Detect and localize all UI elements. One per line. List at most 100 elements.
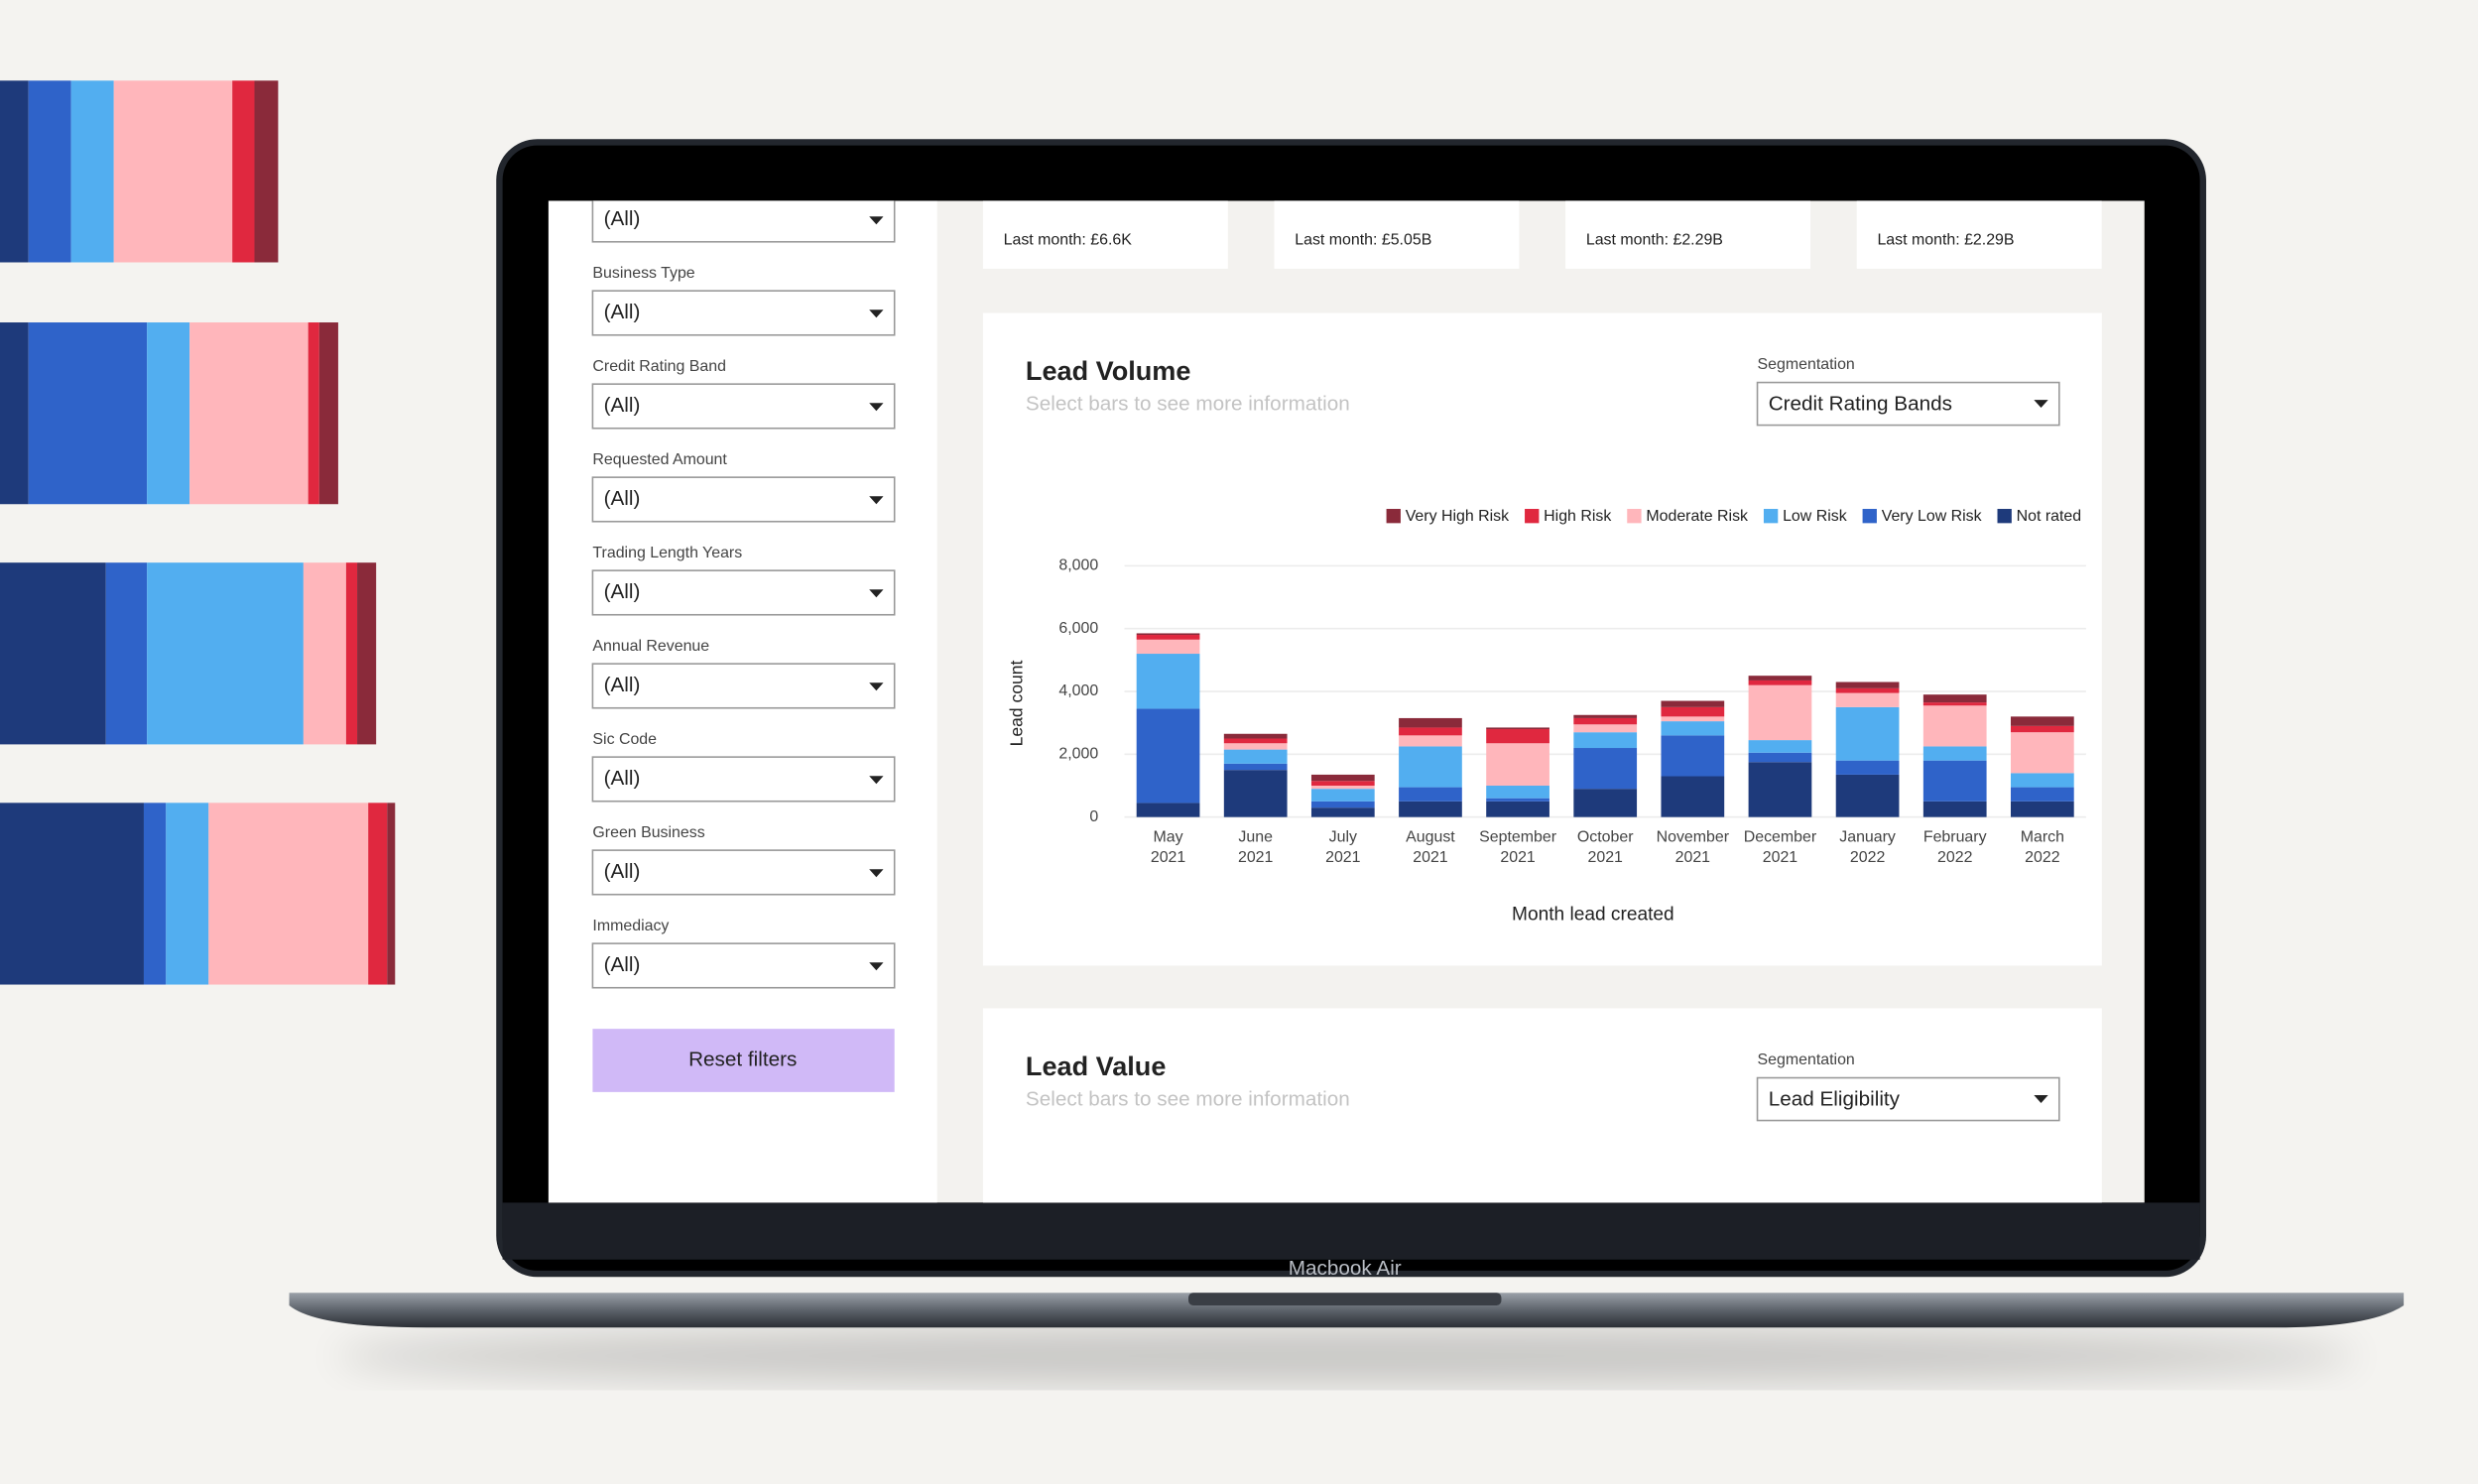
bar-segment[interactable] (1223, 749, 1288, 764)
bar-segment[interactable] (1573, 732, 1638, 749)
bar-segment[interactable] (1922, 801, 1987, 817)
bar-segment[interactable] (1661, 776, 1725, 817)
reset-button[interactable] (592, 1029, 895, 1092)
card-text: Last month: £2.29B (1877, 231, 2014, 248)
bar-segment[interactable] (1486, 801, 1549, 817)
bar-segment[interactable] (1661, 721, 1725, 736)
reset-label[interactable]: Reset filters (688, 1048, 797, 1070)
bar-segment[interactable] (1661, 716, 1725, 722)
bar-segment[interactable] (2010, 716, 2074, 726)
bar-segment[interactable] (1399, 727, 1462, 736)
bar-segment[interactable] (1486, 729, 1549, 744)
panel-subtitle: Select bars to see more information (1026, 392, 1350, 415)
bar-segment[interactable] (1223, 770, 1288, 817)
bar-segment[interactable] (2010, 801, 2074, 817)
bar-segment[interactable] (1835, 706, 1900, 761)
filter-value[interactable]: (All) (604, 301, 641, 323)
bar-segment[interactable] (1748, 752, 1812, 763)
bar-segment[interactable] (1835, 692, 1900, 707)
filter-value[interactable]: (All) (604, 580, 641, 603)
bar-segment[interactable] (1835, 774, 1900, 817)
bar-segment[interactable] (1922, 705, 1987, 747)
bar-segment[interactable] (1399, 735, 1462, 747)
bar-segment[interactable] (1748, 680, 1812, 685)
bar-segment[interactable] (1223, 743, 1288, 750)
filter-dropdown[interactable] (591, 569, 896, 616)
bar-segment[interactable] (1573, 717, 1638, 725)
filter-dropdown[interactable] (591, 383, 896, 430)
bar-segment[interactable] (1835, 760, 1900, 775)
segmentation-dropdown[interactable] (1756, 381, 2060, 427)
segmentation-value[interactable]: Lead Eligibility (1769, 1087, 1901, 1110)
bar-segment[interactable] (1223, 733, 1288, 739)
bar-segment[interactable] (2010, 725, 2074, 733)
bar-segment[interactable] (1835, 687, 1900, 693)
filter-value[interactable]: (All) (604, 207, 641, 230)
bar-segment[interactable] (1922, 702, 1987, 706)
filter-dropdown[interactable] (591, 290, 896, 336)
filter-value[interactable]: (All) (604, 674, 641, 696)
bar-segment[interactable] (1136, 635, 1200, 640)
bar-segment[interactable] (1486, 743, 1549, 787)
filter-dropdown[interactable] (591, 849, 896, 896)
legend-label: Not rated (2017, 508, 2082, 525)
bar-segment[interactable] (2010, 732, 2074, 774)
filter-dropdown[interactable] (591, 476, 896, 523)
bar-segment[interactable] (1573, 714, 1638, 718)
decor-segment (147, 322, 190, 505)
bar-segment[interactable] (1661, 700, 1725, 707)
bar-segment[interactable] (1486, 798, 1549, 802)
filter-value[interactable]: (All) (604, 394, 641, 417)
bar-segment[interactable] (1573, 724, 1638, 733)
bar-segment[interactable] (1573, 748, 1638, 790)
bar-segment[interactable] (1748, 676, 1812, 680)
filter-value[interactable]: (All) (604, 860, 641, 883)
filter-dropdown[interactable] (591, 197, 896, 243)
segmentation-dropdown[interactable] (1756, 1076, 2060, 1122)
dropdown-arrow (869, 216, 884, 225)
bar-segment[interactable] (1310, 781, 1375, 787)
bar-segment[interactable] (1486, 786, 1549, 799)
filter-value[interactable]: (All) (604, 953, 641, 976)
filter-dropdown[interactable] (591, 942, 896, 989)
decor-segment (318, 322, 338, 505)
bar-segment[interactable] (1399, 801, 1462, 817)
screen: (All) Business Type (All) Credit Rating Ban… (548, 197, 2145, 1203)
bar-segment[interactable] (1223, 738, 1288, 744)
bar-segment[interactable] (1136, 803, 1200, 817)
filter-dropdown[interactable] (591, 663, 896, 709)
filter-dropdown[interactable] (591, 756, 896, 803)
bar-segment[interactable] (1748, 740, 1812, 753)
bar-segment[interactable] (1661, 735, 1725, 777)
bar-segment[interactable] (1136, 654, 1200, 709)
bar-segment[interactable] (1136, 633, 1200, 636)
filter-value[interactable]: (All) (604, 487, 641, 510)
bar-segment[interactable] (1922, 694, 1987, 703)
legend-label: Moderate Risk (1646, 508, 1748, 525)
bar-segment[interactable] (1748, 684, 1812, 741)
bar-segment[interactable] (1486, 727, 1549, 730)
bar-segment[interactable] (1310, 801, 1375, 808)
bar-segment[interactable] (1922, 746, 1987, 761)
bar-segment[interactable] (1136, 639, 1200, 655)
bar-segment[interactable] (1573, 789, 1638, 817)
bar-segment[interactable] (1835, 681, 1900, 688)
bar-segment[interactable] (1399, 746, 1462, 788)
bar-segment[interactable] (1223, 763, 1288, 771)
filter-value[interactable]: (All) (604, 767, 641, 790)
bar-segment[interactable] (1922, 760, 1987, 802)
bar-segment[interactable] (2010, 773, 2074, 788)
bar-segment[interactable] (1399, 717, 1462, 728)
bar-segment[interactable] (1310, 789, 1375, 802)
bar-segment[interactable] (1399, 787, 1462, 802)
bar-segment[interactable] (1310, 786, 1375, 790)
segmentation-value[interactable]: Credit Rating Bands (1769, 392, 1952, 415)
bar-segment[interactable] (1310, 807, 1375, 817)
bar-segment[interactable] (1661, 706, 1725, 717)
decor-segment (387, 803, 396, 985)
bar-segment[interactable] (1310, 774, 1375, 782)
bar-segment[interactable] (2010, 787, 2074, 802)
bar-segment[interactable] (1748, 762, 1812, 817)
bar-segment[interactable] (1136, 708, 1200, 804)
legend-swatch (1997, 509, 2012, 524)
